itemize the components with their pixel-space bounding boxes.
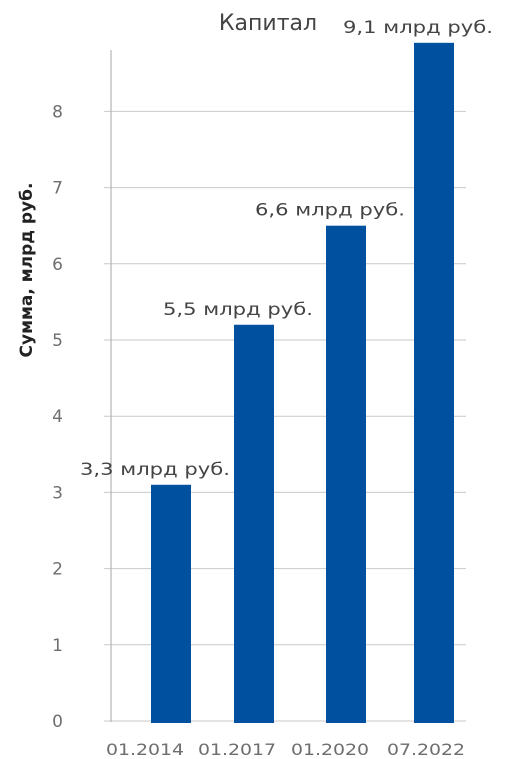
bar-01.2017 (234, 324, 274, 723)
y-tick-label-0: 0 (52, 712, 63, 732)
category-label-01.2014: 01.2014 (106, 740, 184, 759)
y-tick-label-8: 8 (52, 102, 63, 122)
data-label-07.2022: 9,1 млрд руб. (343, 18, 493, 38)
y-tick-label-6: 6 (52, 255, 63, 275)
bar-01.2020 (326, 225, 366, 723)
bar-07.2022 (414, 42, 454, 723)
y-tick-labels: 0 1 2 3 4 5 6 7 8 (52, 102, 63, 732)
y-tick-label-2: 2 (52, 560, 63, 580)
category-label-01.2020: 01.2020 (291, 740, 369, 759)
category-label-01.2017: 01.2017 (198, 740, 276, 759)
category-labels: 01.2014 01.2017 01.2020 07.2022 (106, 740, 465, 759)
category-label-07.2022: 07.2022 (387, 740, 465, 759)
bar-01.2014 (151, 484, 191, 723)
data-labels: 3,3 млрд руб. 5,5 млрд руб. 6,6 млрд руб. 9… (80, 18, 493, 480)
data-label-01.2014: 3,3 млрд руб. (80, 460, 230, 480)
bars (151, 42, 454, 723)
y-tick-label-7: 7 (52, 179, 63, 199)
y-axis-label: Сумма, млрд руб. (17, 183, 37, 358)
data-label-01.2017: 5,5 млрд руб. (163, 300, 313, 320)
y-tick-label-1: 1 (52, 636, 63, 656)
data-label-01.2020: 6,6 млрд руб. (255, 201, 405, 221)
chart-title: Капитал (219, 11, 317, 36)
y-tick-label-3: 3 (52, 483, 63, 503)
y-tick-label-5: 5 (52, 331, 63, 351)
y-tick-label-4: 4 (52, 407, 63, 427)
